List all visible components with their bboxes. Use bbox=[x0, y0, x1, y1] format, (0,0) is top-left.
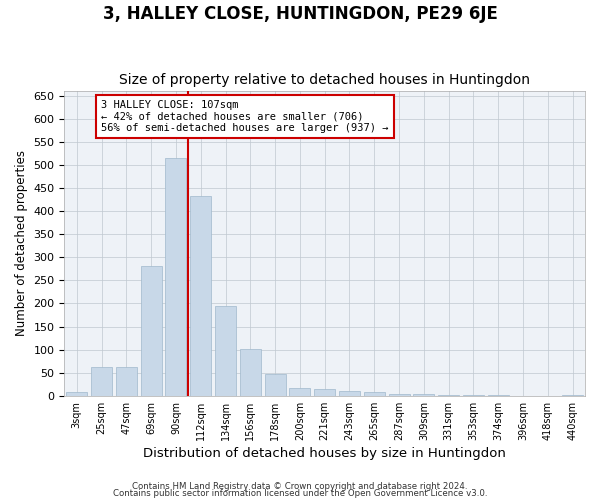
Bar bbox=[116, 366, 137, 396]
X-axis label: Distribution of detached houses by size in Huntingdon: Distribution of detached houses by size … bbox=[143, 447, 506, 460]
Text: Contains HM Land Registry data © Crown copyright and database right 2024.: Contains HM Land Registry data © Crown c… bbox=[132, 482, 468, 491]
Bar bbox=[364, 392, 385, 396]
Y-axis label: Number of detached properties: Number of detached properties bbox=[15, 150, 28, 336]
Bar bbox=[314, 389, 335, 396]
Bar bbox=[389, 394, 410, 396]
Bar bbox=[240, 348, 261, 396]
Text: 3 HALLEY CLOSE: 107sqm
← 42% of detached houses are smaller (706)
56% of semi-de: 3 HALLEY CLOSE: 107sqm ← 42% of detached… bbox=[101, 100, 388, 134]
Bar bbox=[190, 196, 211, 396]
Text: Contains public sector information licensed under the Open Government Licence v3: Contains public sector information licen… bbox=[113, 489, 487, 498]
Bar bbox=[166, 158, 187, 396]
Bar bbox=[289, 388, 310, 396]
Bar bbox=[438, 395, 459, 396]
Bar bbox=[91, 366, 112, 396]
Title: Size of property relative to detached houses in Huntingdon: Size of property relative to detached ho… bbox=[119, 73, 530, 87]
Bar bbox=[339, 391, 360, 396]
Text: 3, HALLEY CLOSE, HUNTINGDON, PE29 6JE: 3, HALLEY CLOSE, HUNTINGDON, PE29 6JE bbox=[103, 5, 497, 23]
Bar bbox=[140, 266, 162, 396]
Bar bbox=[66, 392, 88, 396]
Bar bbox=[413, 394, 434, 396]
Bar bbox=[265, 374, 286, 396]
Bar bbox=[562, 395, 583, 396]
Bar bbox=[215, 306, 236, 396]
